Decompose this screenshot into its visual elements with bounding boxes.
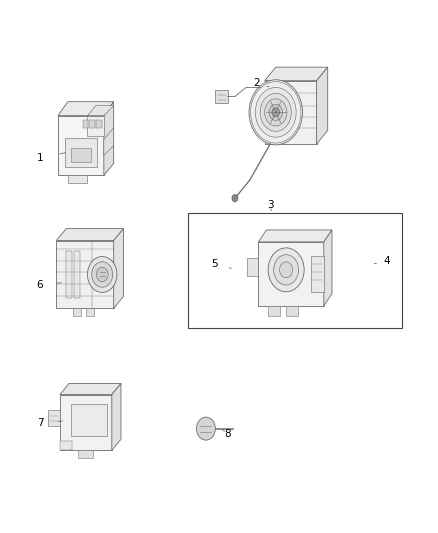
Polygon shape — [74, 251, 80, 298]
Circle shape — [249, 80, 303, 145]
Text: 6: 6 — [37, 280, 43, 290]
Polygon shape — [286, 306, 297, 316]
Text: 4: 4 — [384, 256, 390, 266]
Circle shape — [279, 262, 293, 278]
Polygon shape — [311, 256, 324, 292]
Text: 3: 3 — [267, 200, 273, 211]
Polygon shape — [71, 148, 91, 161]
FancyBboxPatch shape — [188, 213, 403, 328]
Polygon shape — [73, 309, 81, 317]
Polygon shape — [265, 80, 317, 144]
Polygon shape — [247, 258, 258, 276]
Polygon shape — [265, 67, 328, 80]
Polygon shape — [71, 404, 107, 435]
Polygon shape — [95, 119, 102, 127]
Circle shape — [88, 256, 117, 293]
Polygon shape — [258, 242, 324, 306]
Polygon shape — [86, 309, 94, 317]
Polygon shape — [104, 102, 114, 175]
Polygon shape — [89, 119, 95, 127]
Polygon shape — [57, 240, 114, 309]
Polygon shape — [317, 67, 328, 144]
Circle shape — [197, 417, 215, 440]
Polygon shape — [104, 127, 114, 156]
Circle shape — [251, 82, 301, 143]
Circle shape — [92, 262, 113, 287]
Polygon shape — [112, 383, 121, 450]
Polygon shape — [114, 229, 124, 309]
Text: 5: 5 — [211, 259, 218, 269]
Polygon shape — [88, 116, 104, 135]
Polygon shape — [268, 306, 279, 316]
Text: 2: 2 — [253, 78, 259, 88]
Polygon shape — [215, 90, 227, 103]
Polygon shape — [48, 409, 60, 426]
Polygon shape — [66, 251, 72, 298]
Polygon shape — [324, 230, 332, 306]
Circle shape — [260, 93, 291, 131]
Polygon shape — [60, 394, 112, 450]
Text: 8: 8 — [224, 429, 231, 439]
Polygon shape — [78, 450, 93, 458]
Polygon shape — [60, 383, 121, 394]
Polygon shape — [58, 102, 114, 116]
Circle shape — [255, 87, 296, 137]
Circle shape — [272, 108, 279, 117]
Circle shape — [269, 104, 283, 120]
Polygon shape — [258, 230, 332, 242]
Circle shape — [274, 255, 299, 285]
Polygon shape — [57, 229, 124, 240]
Polygon shape — [60, 441, 72, 450]
Polygon shape — [64, 138, 97, 167]
Polygon shape — [68, 175, 88, 183]
Text: 7: 7 — [37, 418, 43, 429]
Polygon shape — [58, 116, 104, 175]
Polygon shape — [82, 119, 88, 127]
Text: 1: 1 — [37, 152, 43, 163]
Circle shape — [265, 99, 287, 126]
Polygon shape — [88, 106, 114, 116]
Circle shape — [232, 195, 238, 202]
Circle shape — [268, 248, 304, 292]
Circle shape — [96, 267, 108, 281]
